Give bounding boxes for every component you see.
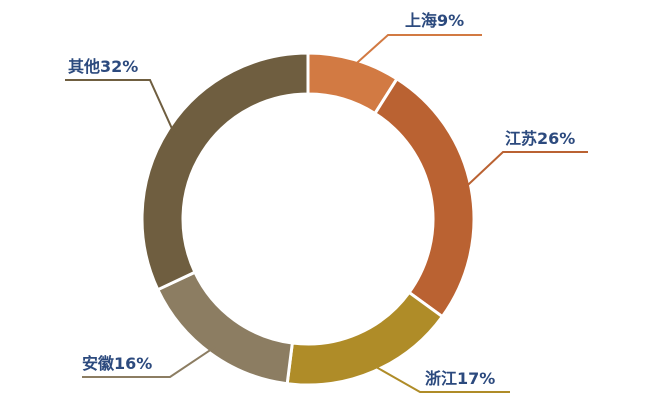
leader-line-浙江 <box>370 363 510 393</box>
slice-安徽 <box>155 270 295 386</box>
data-label-上海: 上海9% <box>405 11 464 30</box>
data-label-江苏: 江苏26% <box>505 129 575 148</box>
leader-line-江苏 <box>462 151 588 191</box>
leader-line-安徽 <box>82 345 216 378</box>
data-label-安徽: 安徽16% <box>82 354 152 373</box>
slice-江苏 <box>372 76 476 319</box>
leader-line-上海 <box>351 34 482 69</box>
leader-line-其他 <box>65 79 176 135</box>
data-label-浙江: 浙江17% <box>425 369 495 388</box>
slice-浙江 <box>285 290 445 387</box>
slice-其他 <box>140 51 310 292</box>
data-label-其他: 其他32% <box>68 57 138 76</box>
